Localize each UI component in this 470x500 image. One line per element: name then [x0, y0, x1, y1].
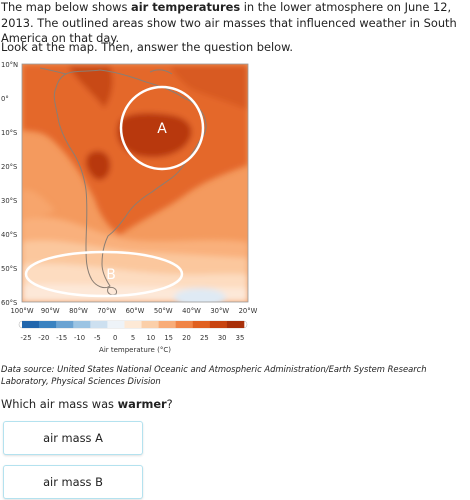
colorbar-tick-label: 25 [200, 334, 209, 342]
colorbar-swatch [73, 321, 91, 328]
intro-part1: The map below shows [1, 0, 132, 14]
colorbar-tick-label: 30 [218, 334, 227, 342]
colorbar-swatch [175, 321, 194, 328]
colorbar-swatch [39, 321, 57, 328]
latitude-label: 10°S [1, 129, 17, 137]
latitude-labels: 10°N 0° 10°S 20°S 30°S 40°S 50°S 60°S [1, 61, 18, 307]
choice-air-mass-a[interactable]: air mass A [3, 421, 143, 455]
colorbar-swatch [90, 321, 108, 328]
colorbar-swatch [124, 321, 142, 328]
colorbar-tick-label: -20 [38, 334, 49, 342]
intro-text: The map below shows air temperatures in … [1, 0, 469, 47]
choice-a-label: air mass A [43, 431, 103, 445]
colorbar-tick-label: -10 [74, 334, 85, 342]
colorbar-swatch [141, 321, 159, 328]
longitude-label: 30°W [210, 307, 229, 315]
latitude-label: 20°S [1, 163, 17, 171]
longitude-label: 60°W [126, 307, 145, 315]
latitude-label: 60°S [1, 299, 17, 307]
longitude-labels: 100°W 90°W 80°W 70°W 60°W 50°W 40°W 30°W 20°W [10, 307, 257, 315]
temperature-field [22, 64, 248, 302]
colorbar-tick-label: 5 [131, 334, 135, 342]
colorbar-tick-label: -5 [94, 334, 101, 342]
latitude-label: 10°N [1, 61, 18, 69]
colorbar-swatch [158, 321, 176, 328]
question-part2: ? [166, 397, 173, 411]
latitude-label: 30°S [1, 197, 17, 205]
map-frame [21, 63, 249, 303]
colorbar-tick-label: 35 [236, 334, 245, 342]
longitude-label: 40°W [182, 307, 201, 315]
colorbar-tick-label: 15 [164, 334, 173, 342]
colorbar-ticks: -25 -20 -15 -10 -5 0 5 10 15 20 25 30 35 [20, 334, 244, 342]
question-text: Which air mass was warmer? [1, 397, 173, 411]
colorbar-swatch [22, 321, 40, 328]
colorbar-swatch [209, 321, 228, 328]
longitude-label: 70°W [97, 307, 116, 315]
question-part1: Which air mass was [1, 397, 118, 411]
latitude-label: 0° [1, 95, 9, 103]
colorbar-swatch [226, 321, 245, 328]
colorbar-tick-label: 0 [113, 334, 117, 342]
longitude-label: 20°W [239, 307, 258, 315]
longitude-label: 50°W [154, 307, 173, 315]
data-source: Data source: United States National Ocea… [1, 364, 427, 386]
question-bold: warmer [117, 397, 167, 411]
choice-air-mass-b[interactable]: air mass B [3, 465, 143, 499]
colorbar-swatch [107, 321, 125, 328]
colorbar-tick-label: 20 [182, 334, 191, 342]
longitude-label: 80°W [69, 307, 88, 315]
choice-b-label: air mass B [43, 475, 103, 489]
air-mass-a-outline [119, 85, 205, 171]
air-mass-b-label: B [106, 267, 116, 283]
colorbar-swatch [192, 321, 211, 328]
colorbar [18, 320, 248, 329]
latitude-label: 50°S [1, 265, 17, 273]
latitude-label: 40°S [1, 231, 17, 239]
intro-part2: in the lower atmosphere on June 12, 2013… [1, 0, 457, 45]
colorbar-tick-label: -25 [20, 334, 31, 342]
instruction-text: Look at the map. Then, answer the questi… [1, 40, 294, 54]
colorbar-swatch [56, 321, 74, 328]
air-mass-b-outline [24, 250, 184, 298]
colorbar-label: Air temperature (°C) [99, 346, 171, 354]
colorbar-tick-label: -15 [56, 334, 67, 342]
intro-bold: air temperatures [131, 0, 241, 14]
longitude-label: 100°W [10, 307, 33, 315]
map-svg: A B 10°N 0° 10°S 20°S 30°S 40°S 50°S 60°S 100°W… [1, 61, 258, 354]
air-mass-a-label: A [157, 121, 167, 137]
temperature-map: A B 10°N 0° 10°S 20°S 30°S 40°S 50°S 60°S 100°W… [0, 60, 260, 360]
colorbar-tick-label: 10 [147, 334, 156, 342]
longitude-label: 90°W [41, 307, 60, 315]
